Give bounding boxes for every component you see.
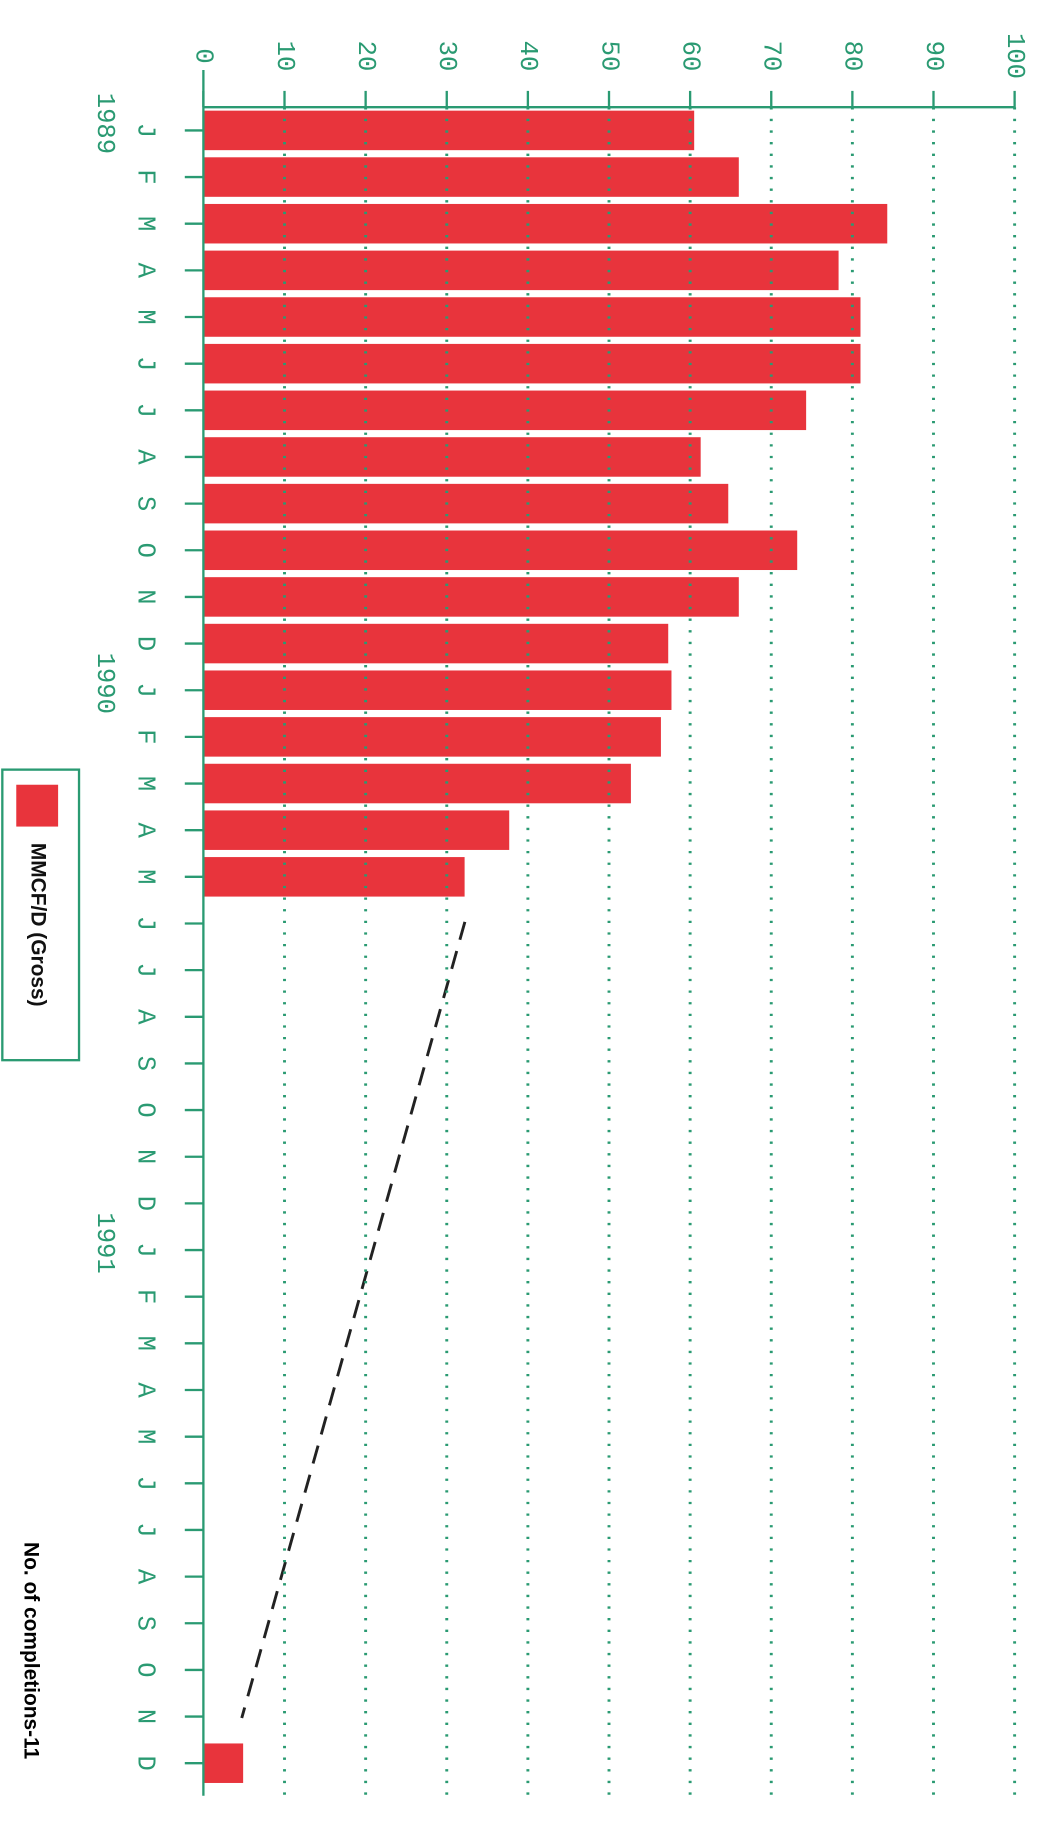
- legend-swatch: [16, 784, 59, 827]
- x-tick-label: D: [131, 1756, 160, 1771]
- x-tick-label: J: [131, 403, 160, 418]
- bar: [203, 203, 888, 244]
- bar: [203, 670, 672, 710]
- bar: [203, 483, 729, 524]
- y-tick-label: 40: [513, 41, 542, 72]
- y-tick-label: 10: [270, 41, 299, 72]
- x-tick-label: J: [131, 123, 160, 138]
- x-tick-label: A: [131, 823, 160, 839]
- x-tick-label: M: [131, 869, 160, 884]
- x-tick-label: N: [131, 589, 160, 604]
- x-tick-label: J: [131, 916, 160, 931]
- y-tick-label: 50: [594, 41, 623, 72]
- x-tick-label: O: [131, 1662, 160, 1677]
- x-tick-label: J: [131, 1522, 160, 1537]
- bar: [203, 1743, 244, 1783]
- x-tick-label: F: [131, 169, 160, 184]
- bar: [203, 810, 510, 850]
- bar: [203, 390, 807, 431]
- x-tick-label: J: [131, 683, 160, 698]
- legend-box: [1, 768, 81, 1062]
- bar: [203, 857, 465, 897]
- x-tick-label: A: [131, 1382, 160, 1398]
- x-tick-label: O: [131, 1102, 160, 1117]
- x-tick-label: J: [131, 356, 160, 371]
- bar: [203, 763, 631, 804]
- bar: [203, 623, 669, 664]
- x-tick-label: A: [131, 1569, 160, 1585]
- bar: [203, 250, 839, 291]
- x-tick-label: A: [131, 449, 160, 465]
- y-tick-label: 70: [757, 41, 786, 72]
- bar: [203, 530, 798, 571]
- bar: [203, 717, 661, 757]
- bar: [203, 110, 695, 151]
- y-tick-label: 90: [919, 41, 948, 72]
- x-tick-label: N: [131, 1149, 160, 1164]
- y-tick-label: 100: [1000, 33, 1029, 79]
- x-tick-label: S: [131, 1056, 160, 1071]
- y-tick-label: 0: [189, 48, 218, 63]
- x-tick-label: M: [131, 216, 160, 231]
- x-tick-label: O: [131, 543, 160, 558]
- bar: [203, 577, 739, 617]
- bar: [203, 297, 861, 337]
- x-tick-label: M: [131, 309, 160, 324]
- x-tick-label: S: [131, 1616, 160, 1631]
- x-tick-label: J: [131, 1476, 160, 1491]
- x-tick-label: D: [131, 636, 160, 651]
- x-tick-label: A: [131, 263, 160, 279]
- year-label: 1991: [90, 1212, 119, 1273]
- legend-label: MMCF/D (Gross): [27, 843, 50, 1007]
- bar: [203, 437, 701, 477]
- y-tick-label: 20: [351, 41, 380, 72]
- y-tick-label: 30: [432, 41, 461, 72]
- y-tick-label: 80: [838, 41, 867, 72]
- year-label: 1990: [90, 653, 119, 714]
- x-tick-label: S: [131, 496, 160, 511]
- year-label: 1989: [90, 93, 119, 154]
- x-tick-label: D: [131, 1196, 160, 1211]
- x-tick-label: A: [131, 1009, 160, 1025]
- x-tick-label: J: [131, 962, 160, 977]
- trend-line: [240, 921, 467, 1719]
- bar: [203, 343, 861, 384]
- bar: [203, 157, 739, 197]
- x-tick-label: M: [131, 1429, 160, 1444]
- annotation: No. of completions-11: [20, 1542, 43, 1760]
- x-tick-label: N: [131, 1709, 160, 1724]
- x-tick-label: M: [131, 776, 160, 791]
- y-tick-label: 60: [675, 41, 704, 72]
- x-tick-label: J: [131, 1242, 160, 1257]
- x-tick-label: M: [131, 1336, 160, 1351]
- x-tick-label: F: [131, 729, 160, 744]
- x-tick-label: F: [131, 1289, 160, 1304]
